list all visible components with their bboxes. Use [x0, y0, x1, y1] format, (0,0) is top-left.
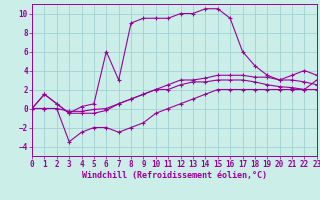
X-axis label: Windchill (Refroidissement éolien,°C): Windchill (Refroidissement éolien,°C): [82, 171, 267, 180]
